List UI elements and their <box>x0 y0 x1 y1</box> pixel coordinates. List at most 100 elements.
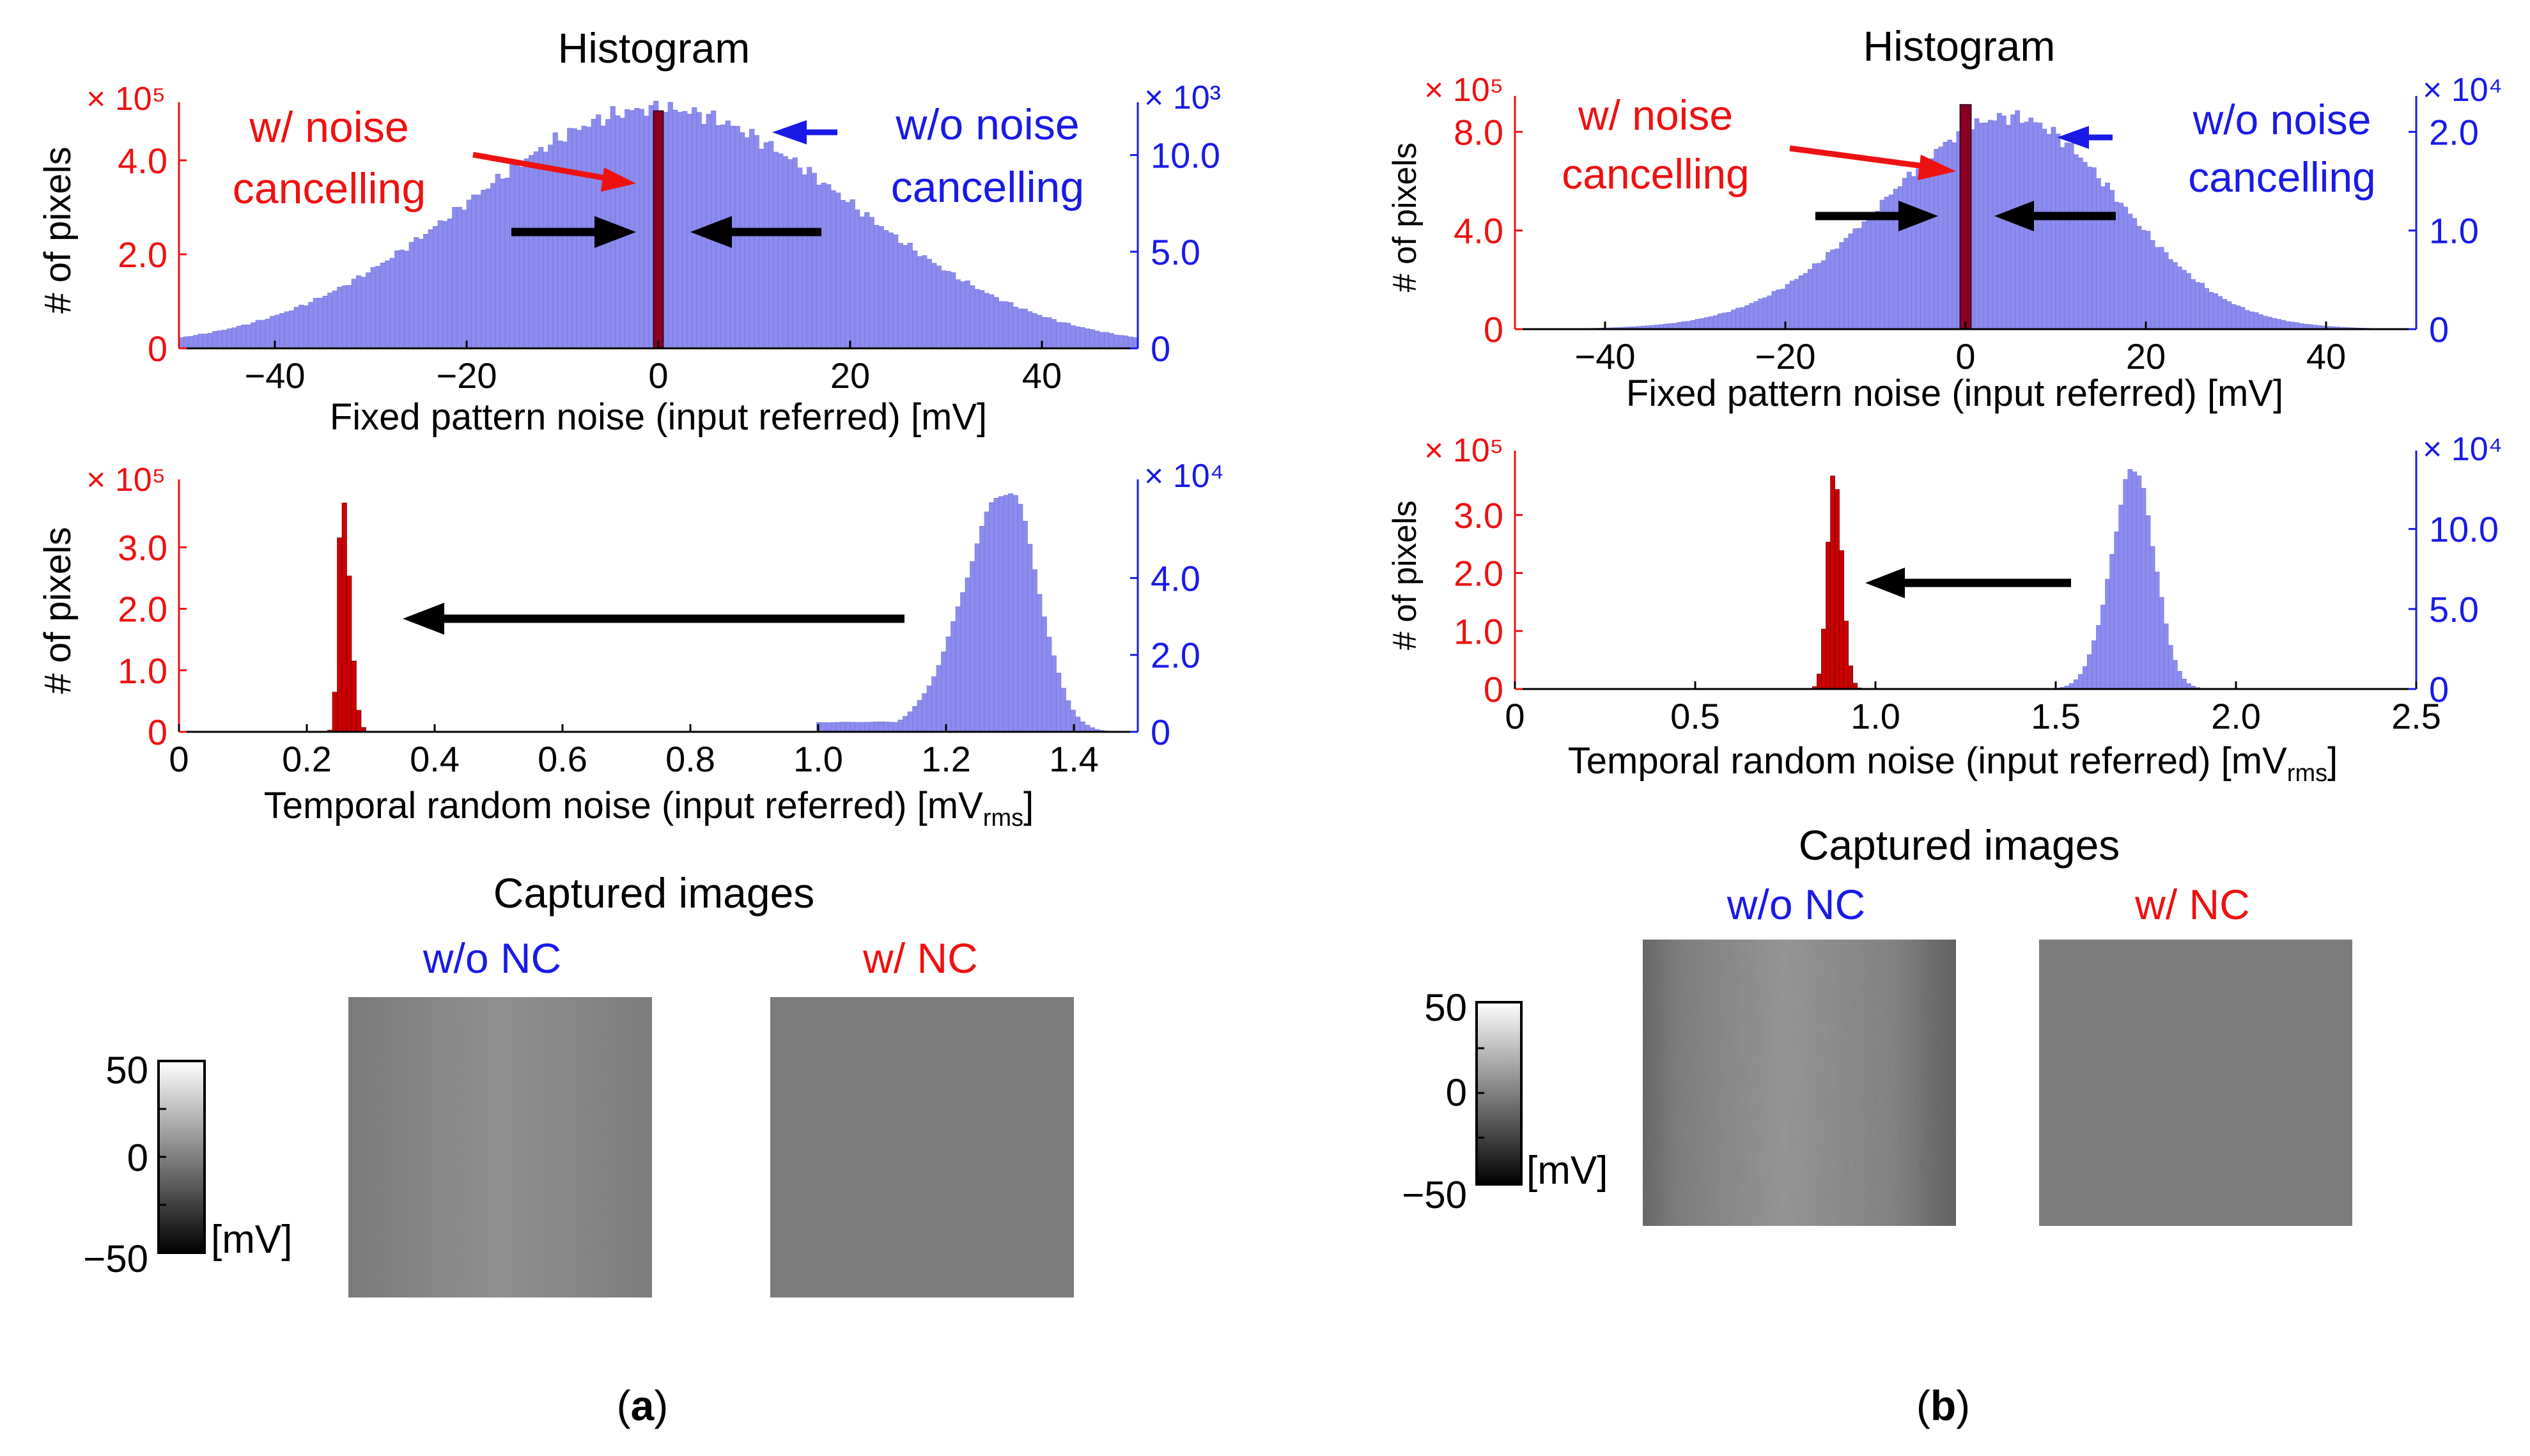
hist-bar-blue <box>1085 725 1090 732</box>
hist-bar-blue <box>1022 520 1028 732</box>
hist-bar-blue <box>293 307 299 349</box>
hist-bar-blue <box>974 289 980 349</box>
hist-bar-blue <box>970 285 975 349</box>
hist-bar-blue <box>634 107 640 349</box>
hist-bar-blue <box>1907 171 1912 330</box>
hist-bar-blue <box>1731 309 1736 330</box>
histogram-title: Histogram <box>558 24 750 72</box>
x-tick-label: −20 <box>437 355 497 396</box>
hist-bar-blue <box>322 295 328 349</box>
hist-bar-red <box>351 660 357 732</box>
hist-bar-blue <box>418 238 424 349</box>
hist-bar-blue <box>466 199 472 349</box>
hist-bar-blue <box>1080 721 1085 732</box>
x-tick-label: 0 <box>169 739 189 779</box>
hist-bar-blue <box>1983 122 1989 330</box>
captured-title: Captured images <box>1799 821 2120 869</box>
hist-bar-blue <box>217 330 222 349</box>
right-multiplier: × 10⁴ <box>1144 458 1224 495</box>
hist-bar-blue <box>749 128 755 349</box>
hist-bar-blue <box>423 234 429 349</box>
hist-bar-blue <box>2231 304 2237 330</box>
hist-bar-blue <box>1686 321 1691 330</box>
left-tick-label: 3.0 <box>1454 495 1503 536</box>
hist-bar-blue <box>1835 248 1840 330</box>
hist-bar-blue <box>2046 134 2052 330</box>
hist-bar-blue <box>2263 316 2268 330</box>
hist-bar-blue <box>883 230 889 349</box>
right-multiplier: × 10⁴ <box>2423 72 2503 109</box>
hist-bar-blue <box>1046 637 1052 732</box>
hist-bar-blue <box>639 109 644 349</box>
hist-bar-blue <box>864 212 870 349</box>
arrow-left-black <box>403 603 904 635</box>
hist-bar-blue <box>2168 259 2173 330</box>
without-nc-label: w/o NC <box>1727 881 1865 928</box>
hist-bar-blue <box>917 700 922 732</box>
left-tick-label: 2.0 <box>118 589 167 630</box>
hist-bar-blue <box>519 167 525 349</box>
hist-bar-blue <box>1817 263 1822 330</box>
captured-image-without-nc <box>1643 940 1956 1226</box>
hist-bar-blue <box>548 144 554 349</box>
hist-bar-blue <box>447 219 453 349</box>
hist-bar-blue <box>1712 315 1718 330</box>
hist-bar-blue <box>1807 268 1813 330</box>
arrow-right-black <box>1815 201 1938 231</box>
annot-without-line1: w/o noise <box>2192 96 2371 143</box>
hist-bar-blue <box>375 266 381 349</box>
hist-bar-blue <box>2100 605 2106 690</box>
hist-bar-blue <box>404 251 410 349</box>
hist-bar-blue <box>807 167 812 349</box>
hist-bar-blue <box>2249 311 2254 330</box>
hist-bar-blue <box>2258 314 2263 330</box>
hist-bar-blue <box>663 112 669 349</box>
hist-bar-red <box>1959 104 1972 330</box>
hist-bar-blue <box>926 259 932 349</box>
hist-bar-blue <box>586 127 592 349</box>
left-tick-label: 0 <box>1484 669 1503 709</box>
hist-bar-blue <box>835 192 841 349</box>
hist-bar-blue <box>1812 263 1817 330</box>
trn-chart-a: 0 0.2 0.4 0.6 0.8 1.0 1.2 1.401.02.03.002.04.0 … <box>37 458 1224 832</box>
hist-bar-blue <box>850 722 855 732</box>
hist-bar-blue <box>2127 213 2133 330</box>
colorbar: 50 0 −50 [mV] <box>1402 986 1608 1216</box>
hist-bar-blue <box>859 722 865 732</box>
trn-chart-b: 0 0.5 1.0 1.5 2.0 2.501.02.03.005.010.0 × 10⁵… <box>1386 431 2503 787</box>
hist-bar-blue <box>1128 336 1133 349</box>
y-axis-label: # of pixels <box>1386 143 1424 292</box>
annot-with-line1: w/ noise <box>1578 91 1733 139</box>
hist-bar-blue <box>533 151 539 349</box>
hist-bar-blue <box>538 147 544 349</box>
hist-bar-blue <box>303 305 309 349</box>
hist-bar-blue <box>989 294 995 349</box>
x-tick-label: 1.5 <box>2031 696 2081 736</box>
x-tick-label: 0.8 <box>665 739 715 779</box>
hist-bar-blue <box>2141 488 2146 690</box>
hist-bar-red <box>1821 628 1826 690</box>
colorbar-unit: [mV] <box>1526 1149 1608 1193</box>
hist-bar-blue <box>788 159 793 349</box>
hist-bar-blue <box>2173 660 2178 690</box>
hist-bar-blue <box>2077 157 2083 330</box>
panel-label-a: (a) <box>617 1382 669 1429</box>
hist-bar-blue <box>1003 495 1009 732</box>
right-tick-label: 2.0 <box>1151 635 1200 676</box>
hist-bar-blue <box>552 132 558 349</box>
hist-bar-blue <box>759 148 764 349</box>
left-multiplier: × 10⁵ <box>1424 432 1503 469</box>
hist-bar-blue <box>481 190 486 349</box>
hist-bar-blue <box>926 685 932 732</box>
colorbar-tick-min: −50 <box>1402 1173 1467 1216</box>
hist-bar-blue <box>893 722 899 732</box>
hist-bar-blue <box>1094 330 1100 349</box>
hist-bar-blue <box>1056 672 1062 732</box>
hist-bar-blue <box>629 110 635 349</box>
hist-bar-blue <box>1974 118 1980 330</box>
hist-bar-blue <box>1798 275 1804 330</box>
hist-bar-blue <box>346 285 352 349</box>
hist-bar-blue <box>840 199 846 349</box>
x-label-main: Temporal random noise (input referred) [… <box>264 785 983 826</box>
hist-bar-blue <box>1758 298 1764 330</box>
